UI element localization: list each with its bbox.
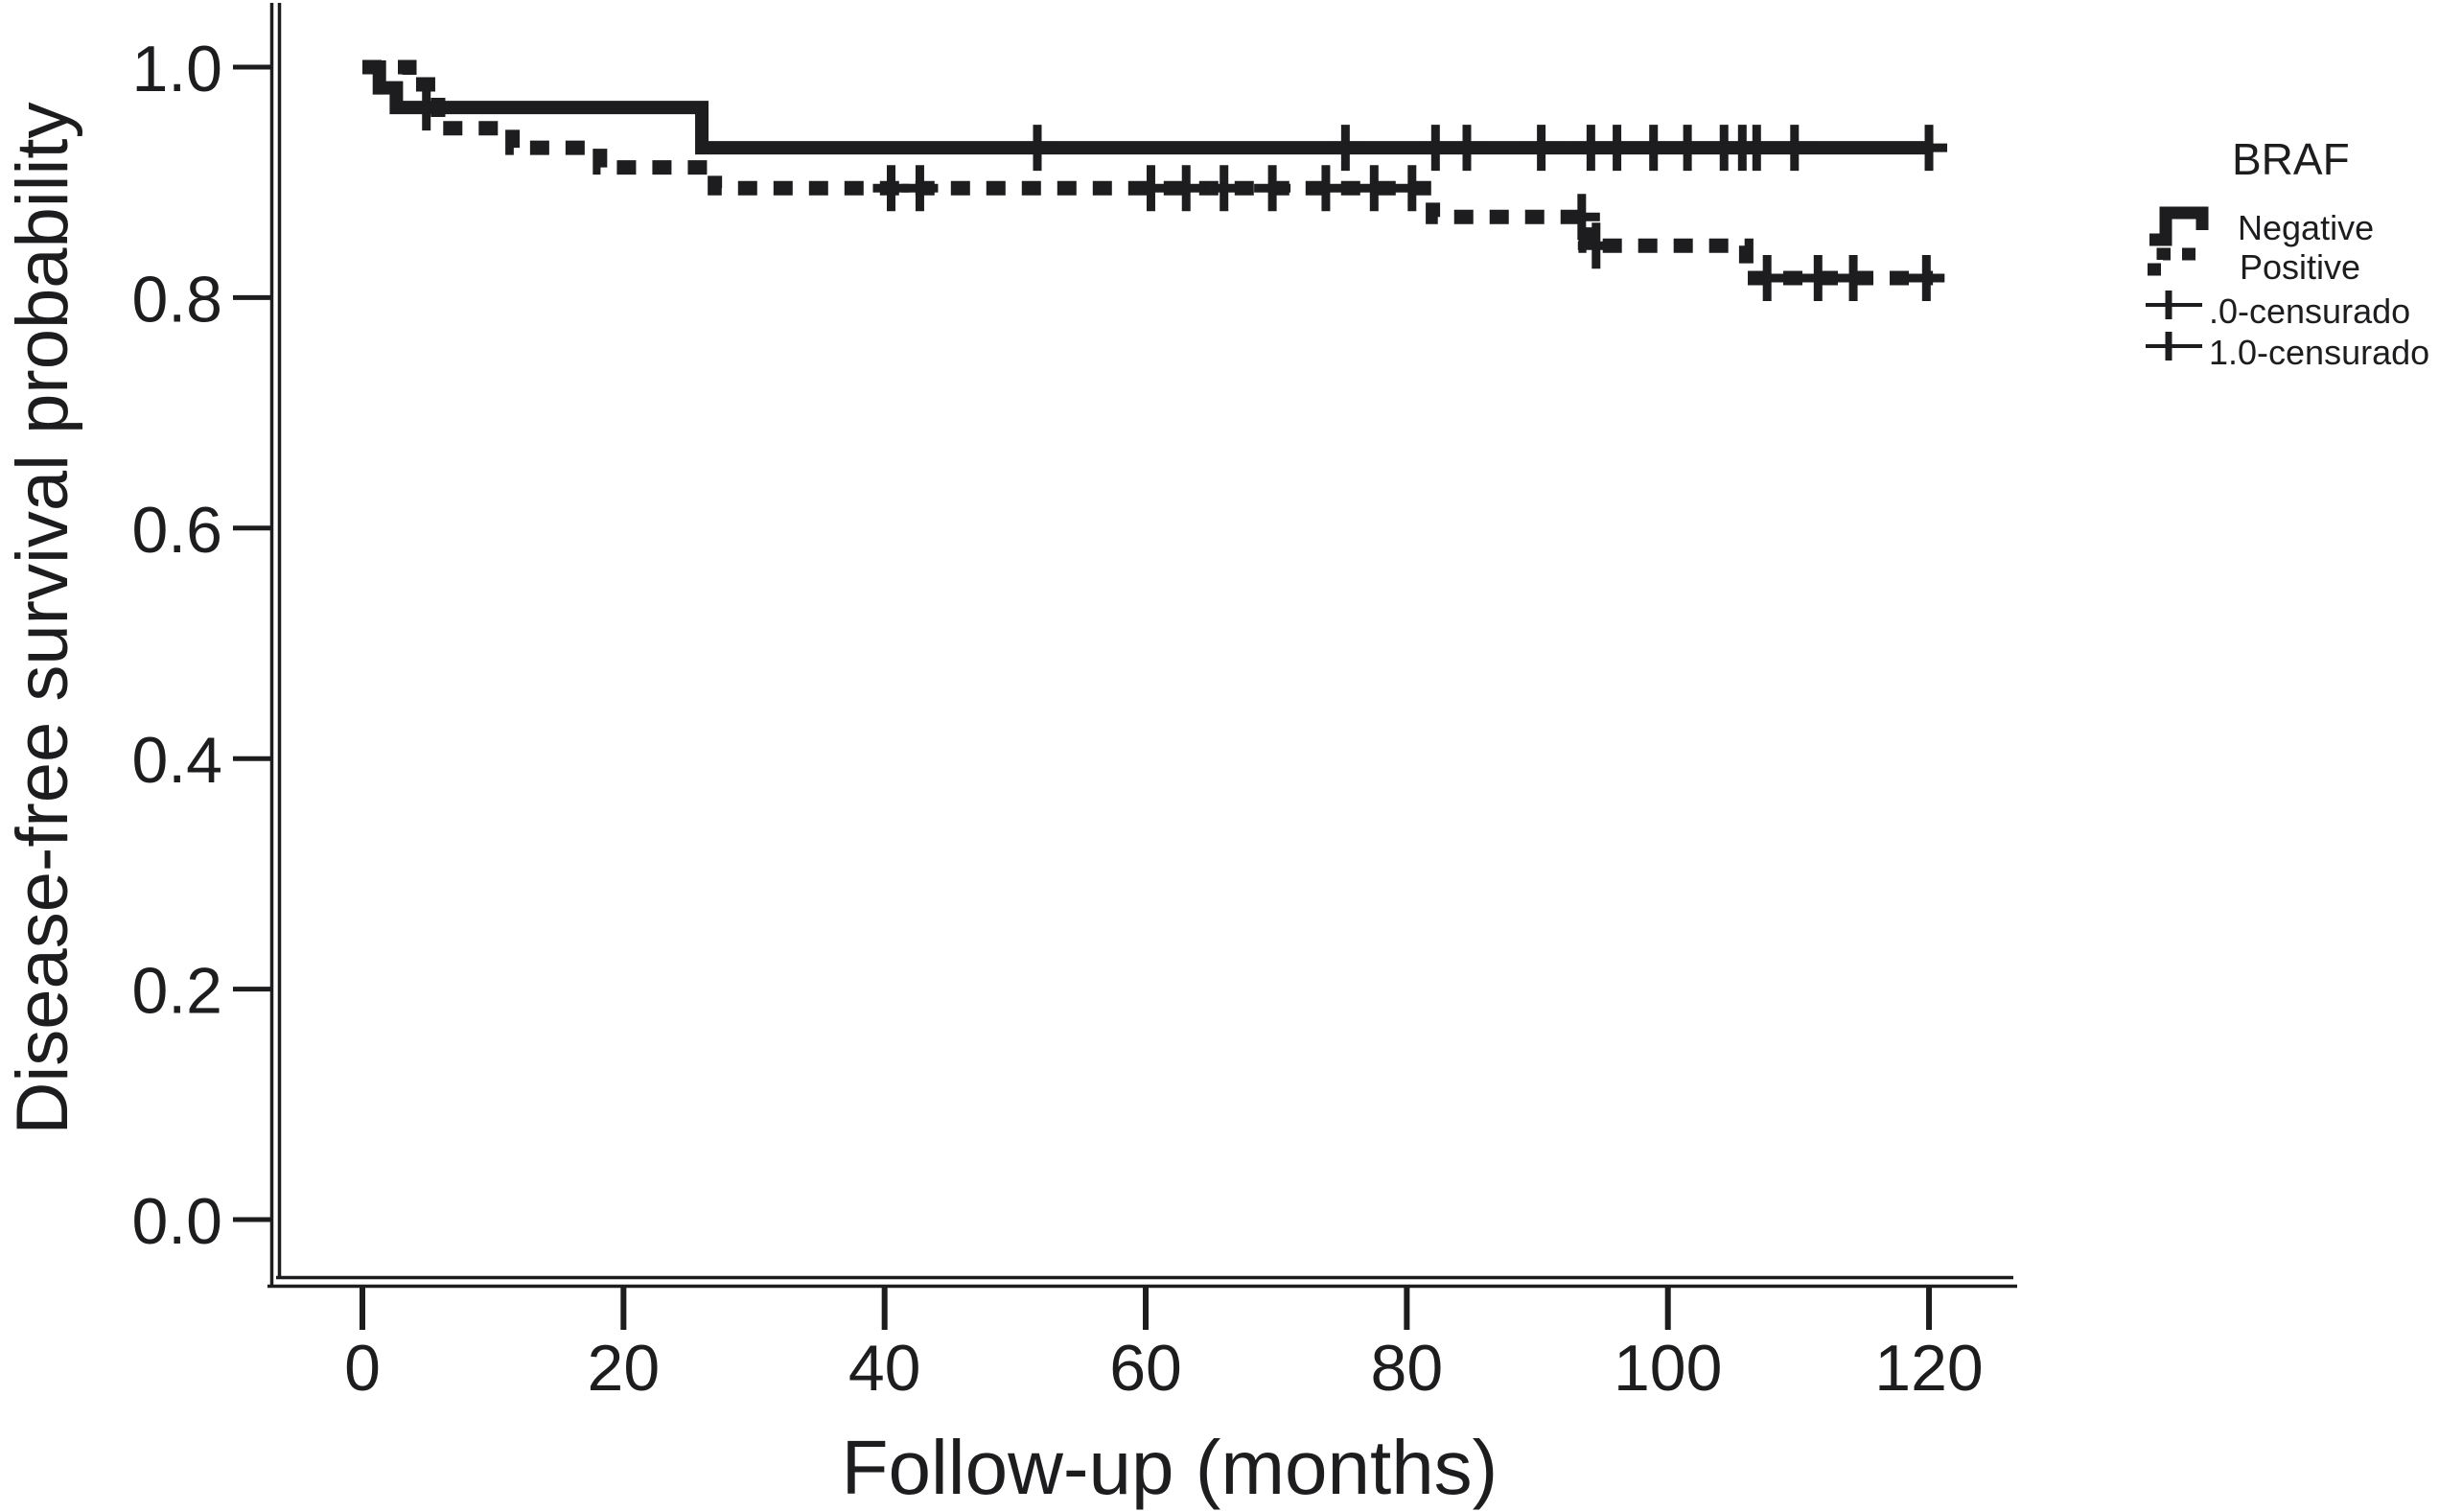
positive-censor-mark (1800, 254, 1837, 301)
positive-censor-mark (1307, 165, 1344, 212)
positive-censor-mark (1205, 165, 1243, 212)
positive-censor-mark (1168, 165, 1205, 212)
negative-censor-mark (1327, 125, 1364, 172)
positive-censor-mark (901, 165, 939, 212)
x-axis-ticks: 0 20 40 60 80 100 120 (344, 1287, 1984, 1405)
legend-label-negative: Negative (2238, 208, 2374, 247)
positive-censor-mark (1132, 165, 1170, 212)
positive-censor-mark (1563, 194, 1600, 241)
positive-censor-mark (1393, 165, 1430, 212)
positive-censor-mark (1577, 222, 1614, 269)
y-axis-title: Disease-free survival probability (2, 102, 83, 1134)
x-tick-label: 20 (588, 1332, 661, 1405)
legend-censor1-icon (2146, 332, 2202, 361)
legend-label-positive: Positive (2240, 247, 2360, 287)
x-tick-label: 40 (848, 1332, 921, 1405)
negative-censor-mark (1598, 125, 1636, 172)
legend-title: BRAF (2232, 134, 2350, 184)
y-tick-label: 0.2 (131, 955, 222, 1028)
x-tick-label: 80 (1371, 1332, 1444, 1405)
legend-censor0-icon (2146, 291, 2202, 319)
positive-censor-mark (1908, 254, 1945, 301)
x-axis-title: Follow-up (months) (842, 1425, 1498, 1510)
legend-label-censor1: 1.0-censurado (2209, 333, 2429, 372)
censor-marks (407, 84, 1948, 301)
legend-label-censor0: .0-censurado (2209, 291, 2410, 331)
negative-censor-mark (1417, 125, 1454, 172)
x-tick-label: 0 (344, 1332, 381, 1405)
negative-censor-mark (1522, 125, 1560, 172)
positive-censor-mark (1749, 254, 1786, 301)
positive-censor-mark (1356, 165, 1393, 212)
legend-solid-step-icon (2149, 206, 2209, 246)
y-tick-label: 0.4 (131, 724, 222, 797)
x-tick-label: 100 (1614, 1332, 1722, 1405)
negative-censor-mark (1448, 125, 1485, 172)
y-tick-label: 1.0 (131, 33, 222, 105)
legend: BRAF Negative Positive .0-censurado 1.0-… (2146, 134, 2429, 372)
positive-censor-mark (1254, 165, 1291, 212)
axes (267, 3, 2017, 1289)
y-tick-label: 0.8 (131, 263, 222, 336)
legend-dashed-step-icon (2148, 247, 2207, 276)
positive-censor-mark (1835, 254, 1872, 301)
y-tick-label: 0.6 (131, 494, 222, 567)
negative-censor-mark (407, 84, 445, 131)
negative-censor-mark (1669, 125, 1707, 172)
negative-censor-mark (1635, 125, 1672, 172)
x-tick-label: 120 (1874, 1332, 1983, 1405)
negative-censor-mark (1738, 125, 1776, 172)
negative-censor-mark (1018, 125, 1056, 172)
negative-censor-mark (1911, 125, 1948, 172)
y-tick-label: 0.0 (131, 1185, 222, 1258)
x-tick-label: 60 (1109, 1332, 1182, 1405)
negative-censor-mark (1776, 125, 1813, 172)
y-axis-ticks: 0.0 0.2 0.4 0.6 0.8 1.0 (131, 33, 270, 1258)
negative-curve (362, 60, 1932, 155)
